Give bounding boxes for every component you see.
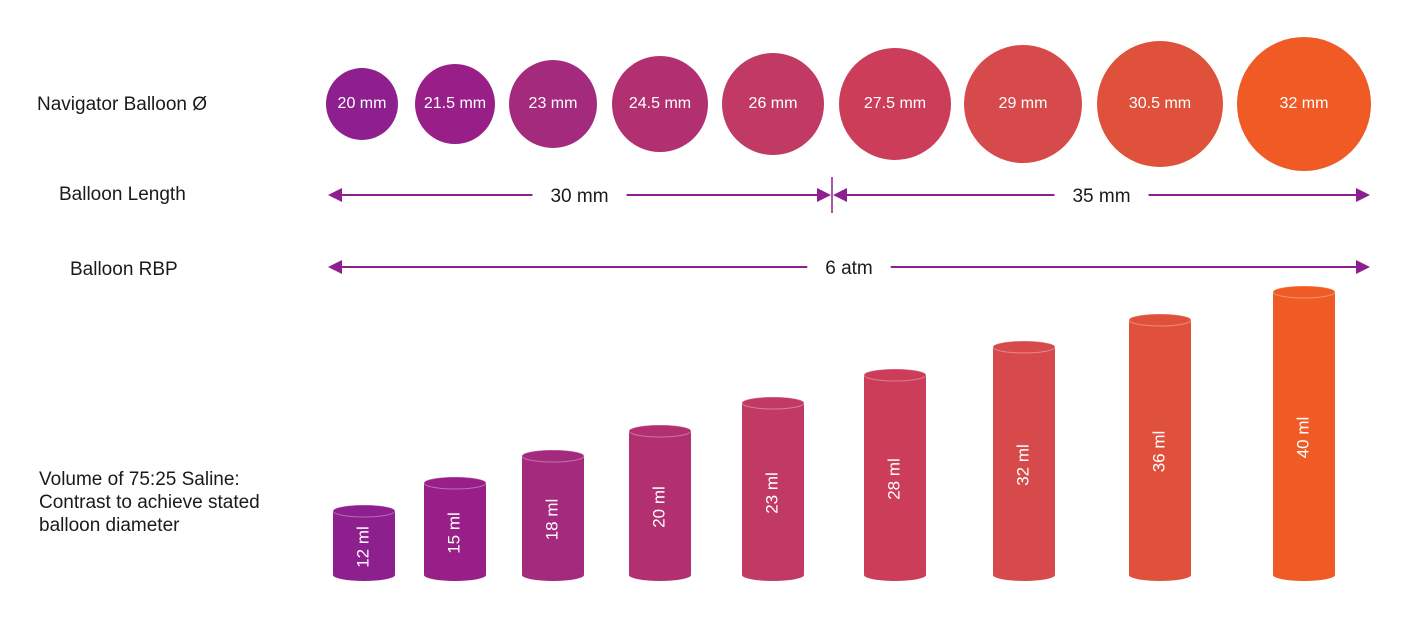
row-label-volume-line-3: balloon diameter [39,515,180,536]
volume-cylinders: 12 ml 15 ml 18 ml 20 ml 23 ml 28 ml 32 ml 36 ml… [332,285,1336,581]
balloon-rbp-dimension: 6 atm [328,258,1370,279]
balloon-diameter-label: 32 mm [1279,95,1329,112]
cylinder-body [1129,314,1191,581]
cylinder-body [993,341,1055,581]
volume-cylinder-3: 18 ml [521,449,585,581]
balloon-diameter-label: 27.5 mm [863,95,927,112]
cylinder-top [423,476,487,490]
volume-cylinder-5: 23 ml [741,396,805,581]
cylinder-volume-label: 18 ml [542,499,561,541]
cylinder-volume-label: 28 ml [884,458,903,500]
rbp-arrowhead-left-icon [328,260,342,274]
cylinder-body [629,425,691,581]
row-label-diameter: Navigator Balloon Ø [37,94,208,115]
row-label-volume-line-1: Volume of 75:25 Saline: [39,469,240,490]
cylinder-volume-label: 32 ml [1013,444,1032,486]
cylinder-body [742,397,804,581]
balloon-circle-4: 24.5 mm [612,56,708,152]
volume-cylinder-6: 28 ml [863,368,927,581]
cylinder-volume-label: 12 ml [353,526,372,568]
volume-cylinder-7: 32 ml [992,340,1056,581]
balloon-diameter-label: 26 mm [748,95,798,112]
balloon-length-dimension: 30 mm 35 mm [328,177,1370,213]
cylinder-top [863,368,927,382]
row-label-length: Balloon Length [59,184,186,205]
length-segment-1-label: 30 mm [550,186,608,207]
balloon-diameter-label: 20 mm [337,95,387,112]
balloon-diameter-label: 24.5 mm [628,95,692,112]
length-segment-2-arrowhead-right-icon [1356,188,1370,202]
cylinder-volume-label: 20 ml [649,486,668,528]
balloon-circle-1: 20 mm [326,68,398,140]
length-segment-1-arrowhead-right-icon [817,188,831,202]
cylinder-volume-label: 15 ml [444,512,463,554]
row-label-rbp: Balloon RBP [70,259,178,280]
rbp-arrowhead-right-icon [1356,260,1370,274]
rbp-label: 6 atm [825,258,873,279]
balloon-diameter-label: 30.5 mm [1128,95,1192,112]
volume-cylinder-1: 12 ml [332,504,396,581]
length-segment-1-arrowhead-left-icon [328,188,342,202]
cylinder-top [1128,313,1192,327]
volume-cylinder-2: 15 ml [423,476,487,581]
balloon-circle-2: 21.5 mm [415,64,495,144]
cylinder-top [521,449,585,463]
cylinder-body [333,505,395,581]
cylinder-body [1273,286,1335,581]
cylinder-body [424,477,486,581]
cylinder-top [332,504,396,518]
cylinder-body [522,450,584,581]
balloon-circle-9: 32 mm [1237,37,1371,171]
balloon-circle-8: 30.5 mm [1097,41,1223,167]
volume-cylinder-9: 40 ml [1272,285,1336,581]
length-segment-2-label: 35 mm [1072,186,1130,207]
row-label-volume-line-2: Contrast to achieve stated [39,492,260,513]
row-label-volume: Volume of 75:25 Saline: Contrast to achi… [39,468,299,537]
balloon-circle-7: 29 mm [964,45,1082,163]
cylinder-body [864,369,926,581]
volume-cylinder-4: 20 ml [628,424,692,581]
balloon-diameter-label: 29 mm [998,95,1048,112]
length-segment-2-arrowhead-left-icon [833,188,847,202]
balloon-circle-3: 23 mm [509,60,597,148]
cylinder-volume-label: 40 ml [1293,417,1312,459]
cylinder-volume-label: 36 ml [1149,431,1168,473]
cylinder-top [1272,285,1336,299]
cylinder-volume-label: 23 ml [762,472,781,514]
cylinder-top [628,424,692,438]
cylinder-top [992,340,1056,354]
balloon-circle-6: 27.5 mm [839,48,951,160]
cylinder-top [741,396,805,410]
volume-cylinder-8: 36 ml [1128,313,1192,581]
balloon-circle-5: 26 mm [722,53,824,155]
balloon-diameter-label: 23 mm [528,95,578,112]
balloon-diameter-label: 21.5 mm [423,95,487,112]
